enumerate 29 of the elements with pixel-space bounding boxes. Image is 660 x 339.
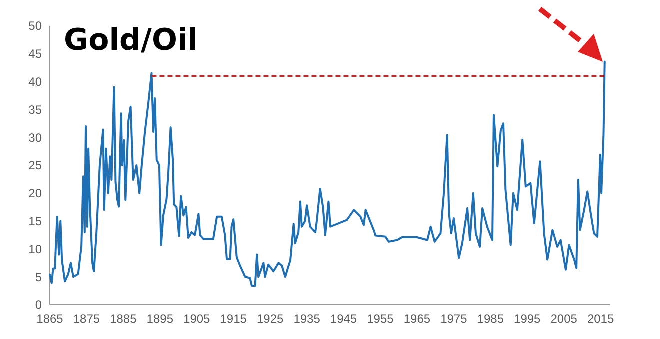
x-tick-label: 1965 bbox=[404, 312, 431, 326]
y-tick-label: 0 bbox=[35, 298, 42, 312]
y-tick-label: 50 bbox=[28, 19, 42, 34]
y-tick-label: 25 bbox=[28, 158, 42, 173]
x-tick-label: 2015 bbox=[587, 312, 614, 326]
y-tick-label: 20 bbox=[28, 186, 42, 201]
y-tick-label: 40 bbox=[28, 75, 42, 89]
y-tick-label: 5 bbox=[35, 270, 42, 284]
y-tick-label: 35 bbox=[28, 102, 42, 117]
y-tick-label: 10 bbox=[28, 242, 42, 256]
x-tick-label: 1985 bbox=[477, 312, 504, 326]
y-tick-label: 30 bbox=[28, 130, 42, 145]
y-tick-label: 45 bbox=[28, 47, 42, 62]
x-tick-label: 1895 bbox=[146, 312, 174, 326]
x-tick-label: 1975 bbox=[440, 312, 468, 326]
x-tick-label: 1875 bbox=[73, 312, 100, 326]
chart-title: Gold/Oil bbox=[64, 23, 198, 58]
x-tick-label: 1925 bbox=[256, 312, 284, 326]
x-tick-label: 1865 bbox=[36, 312, 64, 326]
x-tick-label: 1935 bbox=[294, 312, 321, 326]
x-tick-label: 1955 bbox=[367, 312, 394, 326]
x-tick-label: 1995 bbox=[514, 312, 542, 326]
y-tick-label: 15 bbox=[28, 214, 42, 228]
x-tick-label: 1915 bbox=[220, 312, 248, 326]
line-series bbox=[49, 60, 606, 288]
x-tick-label: 2005 bbox=[550, 312, 578, 326]
x-tick-label: 1945 bbox=[330, 312, 358, 326]
x-tick-label: 1885 bbox=[110, 312, 138, 326]
x-tick-label: 1905 bbox=[184, 312, 211, 326]
